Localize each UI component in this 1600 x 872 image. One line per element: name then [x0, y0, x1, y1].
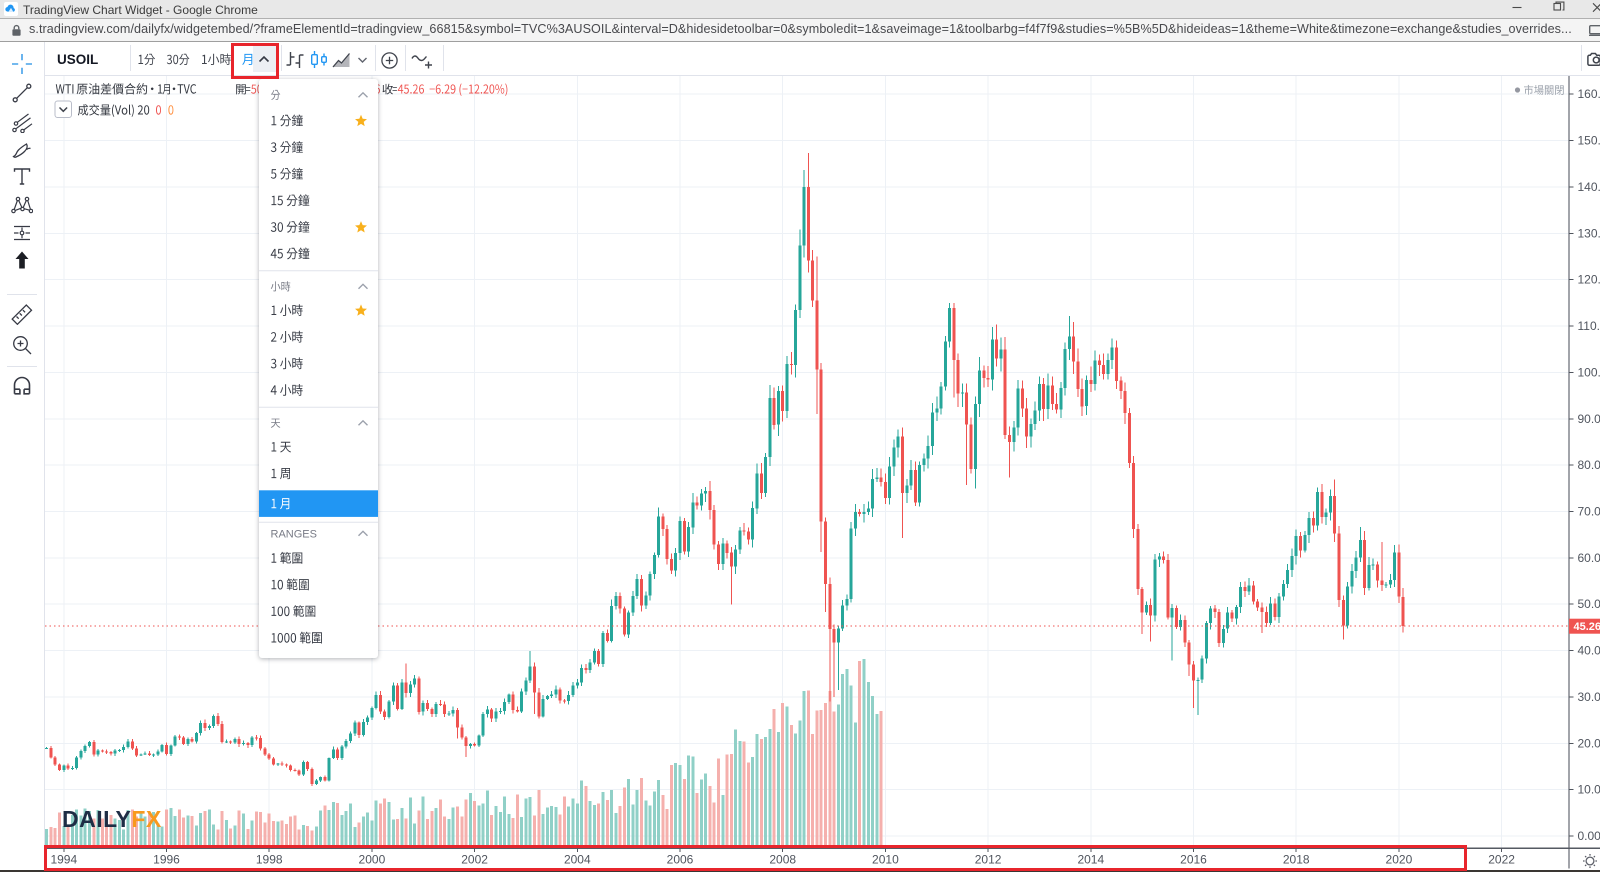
svg-text:2020: 2020: [1386, 853, 1413, 867]
svg-text:100.00: 100.00: [1578, 365, 1600, 379]
svg-text:2018: 2018: [1283, 853, 1310, 867]
svg-text:2000: 2000: [359, 853, 386, 867]
svg-text:50.00: 50.00: [1578, 597, 1600, 611]
svg-text:10.00: 10.00: [1578, 783, 1600, 797]
svg-text:2022: 2022: [1488, 853, 1515, 867]
svg-text:2014: 2014: [1077, 853, 1104, 867]
svg-text:0.00: 0.00: [1578, 829, 1600, 843]
svg-text:2010: 2010: [872, 853, 899, 867]
svg-text:1996: 1996: [153, 853, 180, 867]
svg-text:60.00: 60.00: [1578, 551, 1600, 565]
svg-text:110.00: 110.00: [1578, 319, 1600, 333]
svg-text:30.00: 30.00: [1578, 690, 1600, 704]
svg-text:2008: 2008: [769, 853, 796, 867]
svg-text:2012: 2012: [975, 853, 1002, 867]
svg-text:1994: 1994: [50, 853, 77, 867]
svg-text:1998: 1998: [256, 853, 283, 867]
svg-text:150.00: 150.00: [1578, 134, 1600, 148]
svg-text:45.26: 45.26: [1574, 621, 1600, 633]
svg-text:40.00: 40.00: [1578, 644, 1600, 658]
svg-text:80.00: 80.00: [1578, 458, 1600, 472]
svg-text:120.00: 120.00: [1578, 273, 1600, 287]
svg-text:140.00: 140.00: [1578, 180, 1600, 194]
svg-text:20.00: 20.00: [1578, 736, 1600, 750]
svg-text:RANGES: RANGES: [270, 529, 316, 541]
svg-text:2004: 2004: [564, 853, 591, 867]
svg-text:2016: 2016: [1180, 853, 1207, 867]
svg-text:130.00: 130.00: [1578, 226, 1600, 240]
svg-text:2002: 2002: [461, 853, 488, 867]
svg-text:2006: 2006: [667, 853, 694, 867]
svg-text:160.00: 160.00: [1578, 87, 1600, 101]
svg-text:90.00: 90.00: [1578, 412, 1600, 426]
svg-text:70.00: 70.00: [1578, 505, 1600, 519]
